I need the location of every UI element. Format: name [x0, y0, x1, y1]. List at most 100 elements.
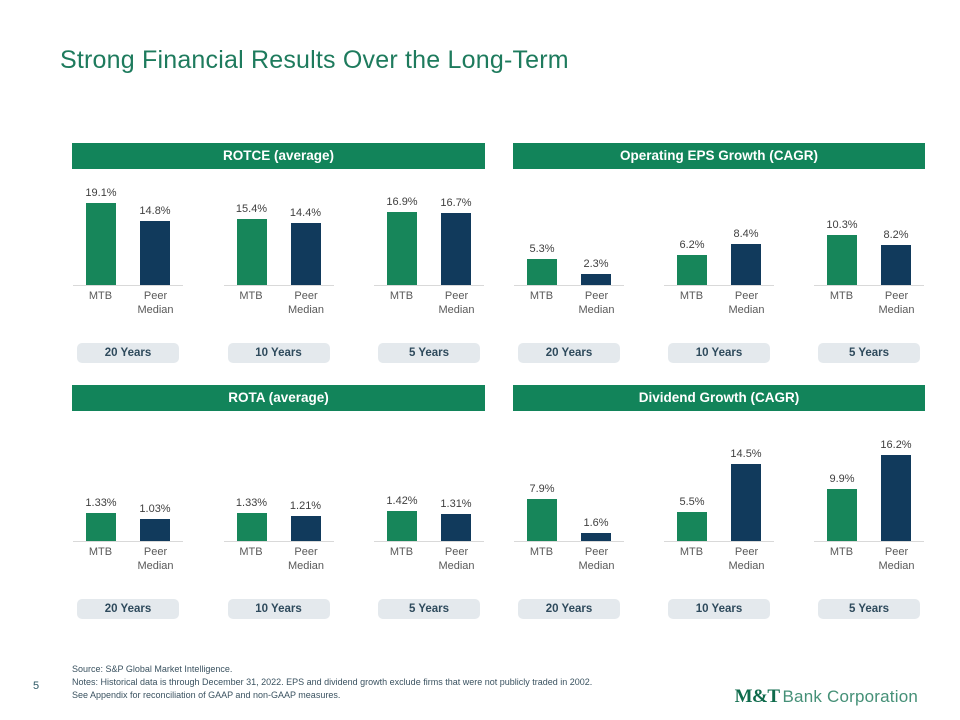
- series-label: MTB: [88, 546, 113, 558]
- peer-bar: [290, 515, 321, 541]
- period-pill: 10 Years: [227, 343, 330, 363]
- series-labels: MTB Peer Median: [374, 289, 484, 331]
- bar-value-label: 9.9%: [829, 472, 855, 485]
- series-label: Peer Median: [728, 290, 765, 316]
- plot-area: 1.33% 1.03%: [73, 411, 183, 542]
- bar-value-label: 6.2%: [679, 238, 705, 251]
- chart-group: 6.2% 8.4% MTB Peer Median 10 Years: [664, 169, 774, 363]
- chart-title-eps-growth: Operating EPS Growth (CAGR): [513, 143, 925, 169]
- chart-group: 1.42% 1.31% MTB Peer Median 5 Years: [374, 411, 484, 619]
- series-label: MTB: [389, 546, 414, 558]
- period-pill: 5 Years: [818, 343, 920, 363]
- plot-area: 15.4% 14.4%: [223, 169, 334, 286]
- logo-mt-text: M&T: [734, 686, 780, 707]
- series-label: MTB: [529, 290, 554, 302]
- chart-group: 5.5% 14.5% MTB Peer Median 10 Years: [664, 411, 774, 619]
- peer-bar: [290, 223, 321, 285]
- plot-area: 1.42% 1.31%: [374, 411, 484, 542]
- period-pill: 5 Years: [378, 599, 480, 619]
- series-label: MTB: [88, 290, 113, 302]
- plot-area: 6.2% 8.4%: [664, 169, 774, 286]
- bar-value-label: 5.3%: [529, 243, 555, 256]
- series-labels: MTB Peer Median: [814, 289, 924, 331]
- series-label: MTB: [389, 290, 414, 302]
- bar-value-label: 1.42%: [386, 495, 418, 508]
- bar-value-label: 10.3%: [826, 219, 858, 231]
- series-labels: MTB Peer Median: [73, 545, 183, 587]
- bar-value-label: 1.21%: [289, 499, 322, 512]
- footnote-notes: Notes: Historical data is through Decemb…: [72, 677, 593, 687]
- series-label: MTB: [679, 546, 704, 558]
- page-number: 5: [33, 680, 40, 692]
- bar-value-label: 2.3%: [583, 257, 609, 270]
- series-labels: MTB Peer Median: [224, 545, 334, 587]
- plot-area: 1.33% 1.21%: [223, 411, 334, 542]
- plot-area: 7.9% 1.6%: [514, 411, 624, 542]
- page-title: Strong Financial Results Over the Long-T…: [60, 46, 569, 74]
- panel-rota: ROTA (average) 1.33% 1.03% MTB Peer Median 2…: [72, 385, 485, 619]
- peer-bar: [731, 464, 761, 541]
- period-pill: 20 Years: [77, 343, 179, 363]
- peer-bar: [140, 519, 170, 541]
- mtb-bar: [86, 513, 116, 541]
- chart-group: 10.3% 8.2% MTB Peer Median 5 Years: [814, 169, 924, 363]
- bar-value-label: 1.31%: [440, 497, 472, 510]
- mtb-bar: [827, 235, 857, 285]
- period-pill: 10 Years: [227, 599, 330, 619]
- mtb-bar: [387, 212, 417, 285]
- series-label: MTB: [829, 546, 854, 558]
- series-label: Peer Median: [878, 546, 915, 572]
- chart-title-rota: ROTA (average): [72, 385, 485, 411]
- mtb-bar: [236, 218, 267, 285]
- chart-group: 16.9% 16.7% MTB Peer Median 5 Years: [374, 169, 484, 363]
- period-pill: 10 Years: [668, 599, 770, 619]
- bar-value-label: 14.4%: [289, 207, 322, 220]
- mtb-bar: [677, 511, 707, 541]
- series-labels: MTB Peer Median: [73, 289, 183, 331]
- period-pill: 5 Years: [818, 599, 920, 619]
- panel-eps-growth: Operating EPS Growth (CAGR) 5.3% 2.3% MTB P…: [513, 143, 925, 363]
- series-labels: MTB Peer Median: [514, 289, 624, 331]
- series-label: MTB: [239, 290, 263, 302]
- plot-area: 10.3% 8.2%: [814, 169, 924, 286]
- bar-value-label: 19.1%: [85, 186, 117, 199]
- mtb-bar: [236, 513, 267, 541]
- bar-value-label: 8.4%: [733, 228, 759, 241]
- chart-groups-dividend-growth: 7.9% 1.6% MTB Peer Median 20 Years 5.5% 14.5% M…: [513, 411, 925, 619]
- mtb-bar: [827, 488, 857, 541]
- series-labels: MTB Peer Median: [814, 545, 924, 587]
- series-label: Peer Median: [438, 290, 475, 316]
- plot-area: 5.5% 14.5%: [664, 411, 774, 542]
- mtb-bar: [527, 259, 557, 285]
- footnote-appendix: See Appendix for reconciliation of GAAP …: [72, 690, 341, 700]
- peer-bar: [881, 455, 911, 541]
- series-labels: MTB Peer Median: [374, 545, 484, 587]
- footnote-source: Source: S&P Global Market Intelligence.: [72, 664, 233, 674]
- series-labels: MTB Peer Median: [664, 289, 774, 331]
- chart-group: 1.33% 1.03% MTB Peer Median 20 Years: [73, 411, 183, 619]
- plot-area: 19.1% 14.8%: [73, 169, 183, 286]
- chart-groups-rotce: 19.1% 14.8% MTB Peer Median 20 Years 15.4% 14.…: [72, 169, 485, 363]
- period-pill: 5 Years: [378, 343, 480, 363]
- chart-group: 5.3% 2.3% MTB Peer Median 20 Years: [514, 169, 624, 363]
- bar-value-label: 1.33%: [235, 497, 268, 510]
- chart-group: 1.33% 1.21% MTB Peer Median 10 Years: [223, 411, 334, 619]
- peer-bar: [441, 513, 471, 541]
- peer-bar: [581, 532, 611, 541]
- peer-bar: [731, 244, 761, 285]
- series-label: MTB: [239, 546, 263, 558]
- plot-area: 9.9% 16.2%: [814, 411, 924, 542]
- footnotes: Source: S&P Global Market Intelligence. …: [72, 663, 592, 702]
- series-label: Peer Median: [578, 546, 615, 572]
- period-pill: 20 Years: [77, 599, 179, 619]
- period-pill: 10 Years: [668, 343, 770, 363]
- peer-bar: [881, 245, 911, 285]
- chart-group: 9.9% 16.2% MTB Peer Median 5 Years: [814, 411, 924, 619]
- plot-area: 16.9% 16.7%: [374, 169, 484, 286]
- series-label: Peer Median: [287, 546, 325, 572]
- series-labels: MTB Peer Median: [664, 545, 774, 587]
- chart-group: 19.1% 14.8% MTB Peer Median 20 Years: [73, 169, 183, 363]
- series-label: Peer Median: [137, 290, 174, 316]
- series-label: Peer Median: [137, 546, 174, 572]
